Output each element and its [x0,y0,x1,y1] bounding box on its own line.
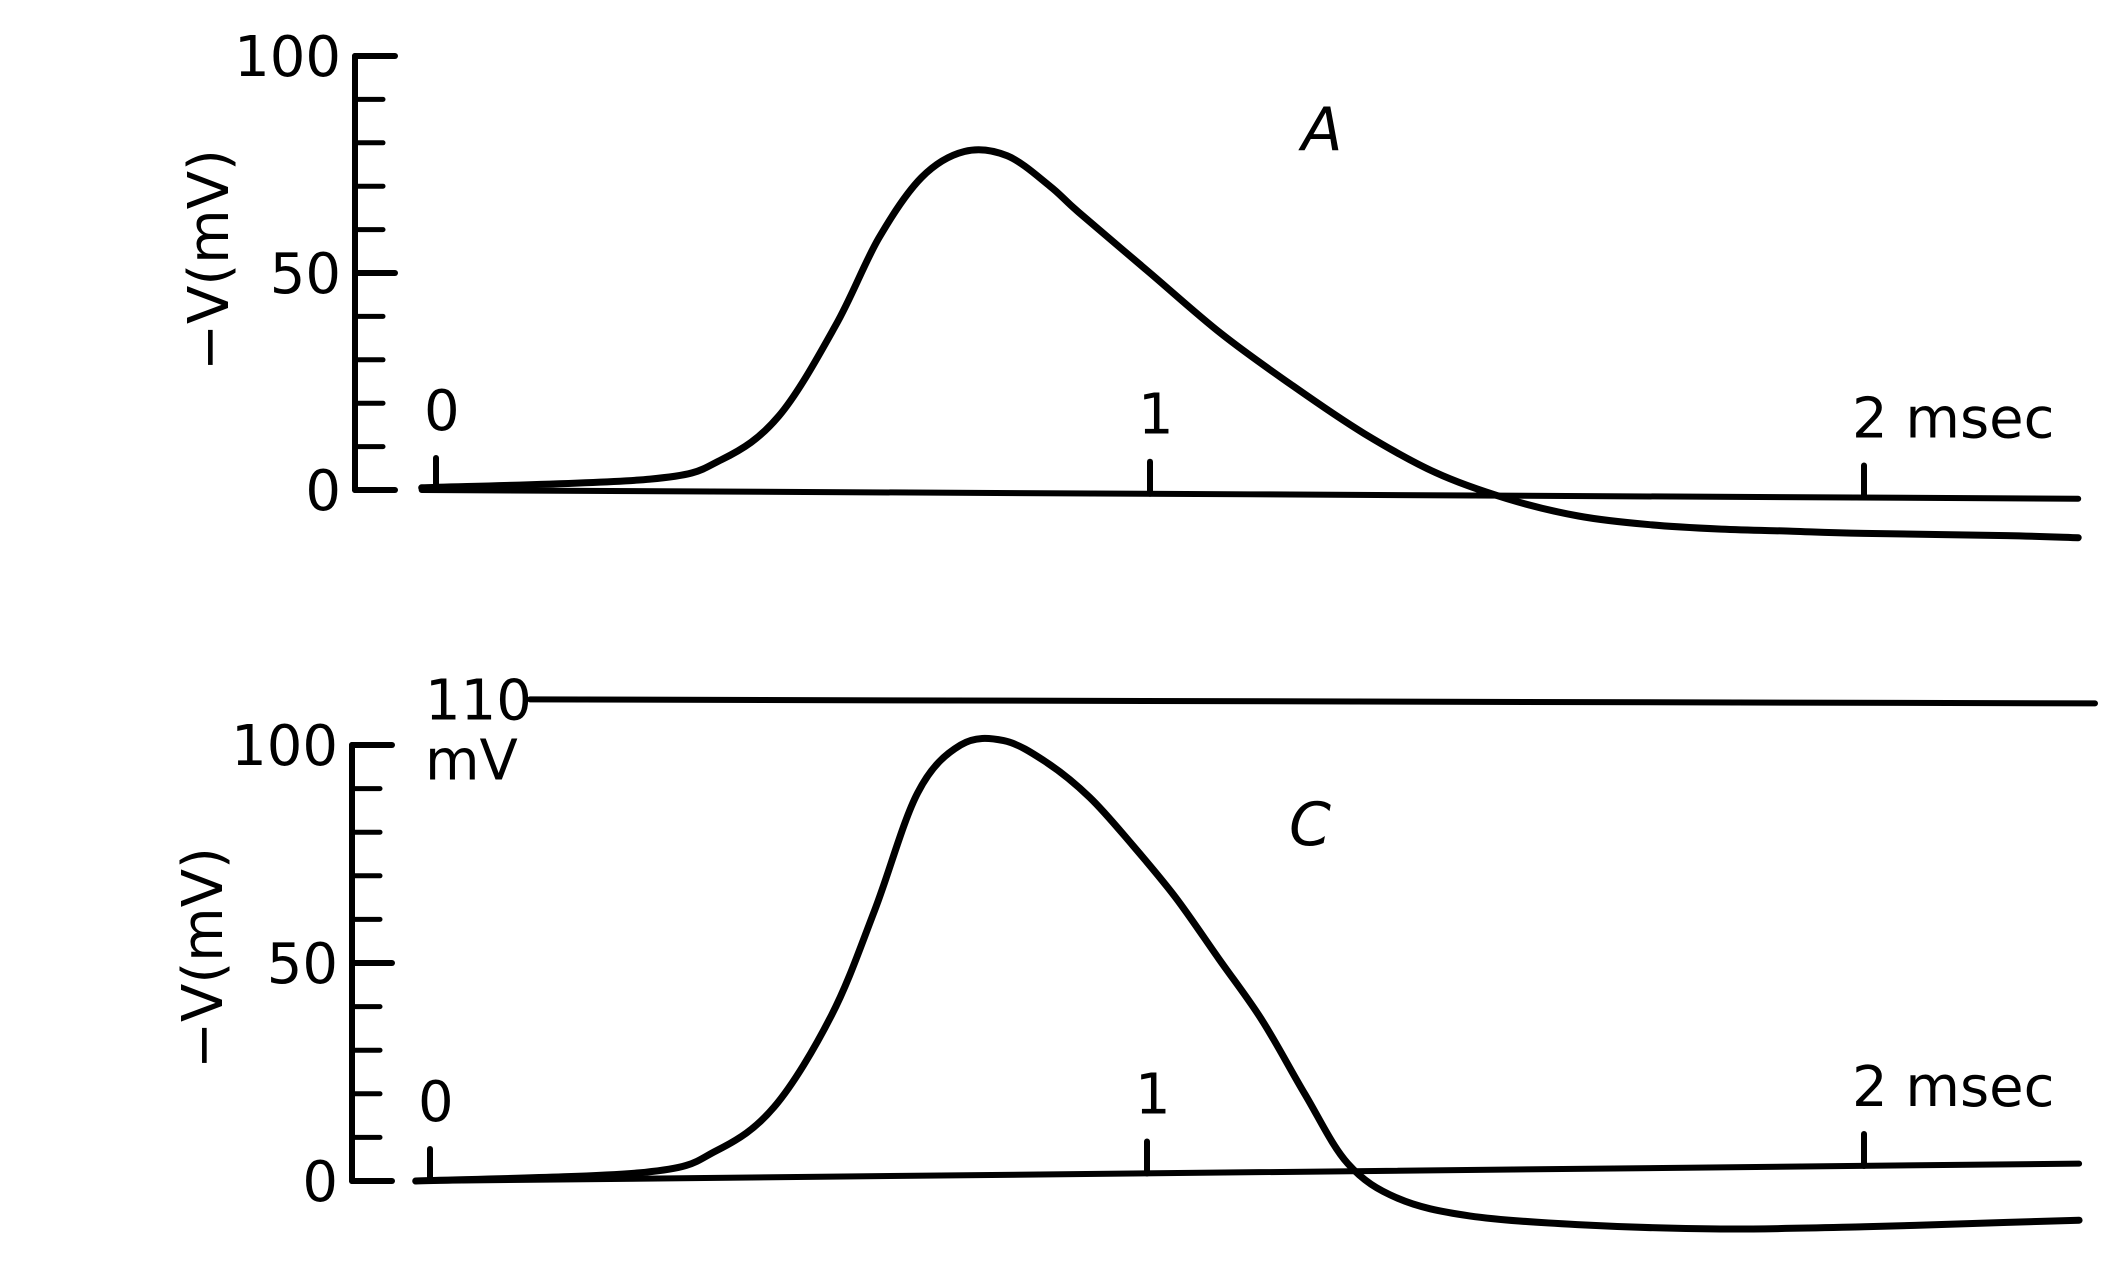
x-tick-label: 2 msec [1852,1055,2054,1120]
x-tick-label: 2 msec [1852,386,2054,451]
panel-letter: C [1289,790,1331,860]
y-tick-label: 50 [270,242,341,307]
baseline-trace [418,487,2082,502]
voltage-trace [418,146,2082,542]
x-tick-label: 1 [1138,383,1174,448]
reference-line-unit: mV [425,728,518,793]
panel-letter: A [1297,95,1342,165]
x-tick-label: 0 [424,379,460,444]
y-axis-title: −V(mV) [171,847,236,1069]
x-tick-label: 1 [1135,1062,1171,1127]
voltage-trace [412,734,2083,1233]
y-tick-label: 100 [234,25,341,90]
baseline-trace [412,1160,2083,1184]
chart-panel-a: 0 50 100 −V(mV) 0 1 2 msec A [177,25,2082,542]
reference-line-value: 110 [425,668,532,733]
y-tick-label: 50 [267,932,338,997]
y-axis-title: −V(mV) [177,149,242,371]
y-tick-label: 0 [305,459,341,524]
y-tick-label: 0 [302,1150,338,1215]
reference-line [527,696,2098,707]
y-tick-label: 100 [231,714,338,779]
x-tick-label: 0 [418,1070,454,1135]
